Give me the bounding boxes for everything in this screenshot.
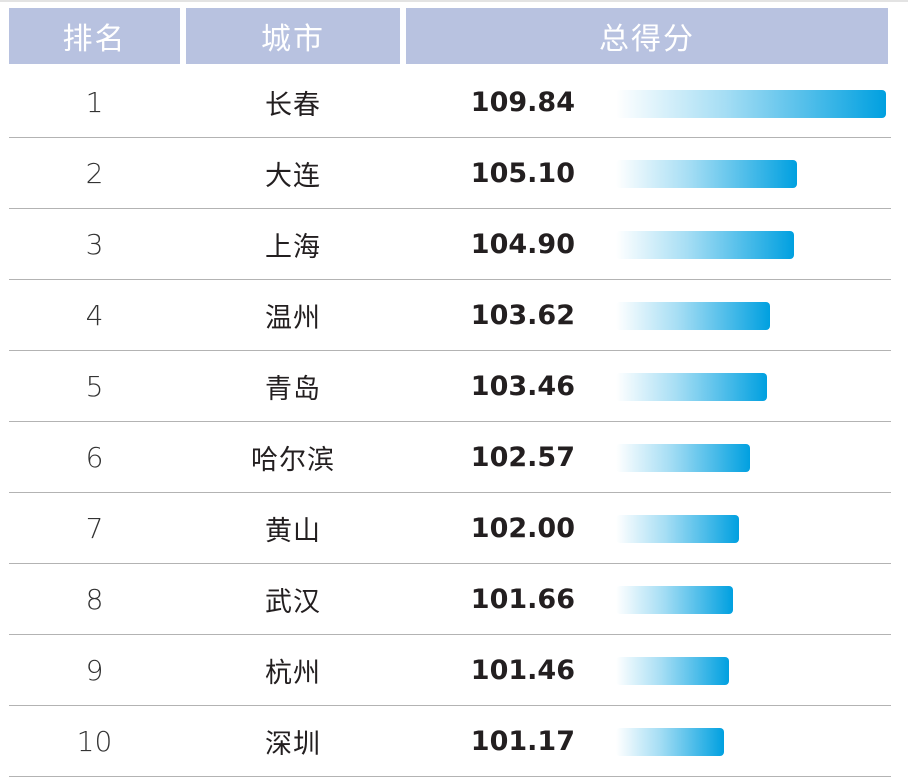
score-bar (616, 728, 724, 756)
table-row: 6 哈尔滨 102.57 (9, 422, 891, 493)
score-label: 103.46 (470, 370, 575, 402)
score-label: 104.90 (470, 228, 575, 260)
city-cell: 杭州 (265, 657, 321, 689)
score-label: 105.10 (470, 157, 575, 189)
city-cell: 哈尔滨 (251, 444, 335, 476)
city-cell: 深圳 (265, 728, 321, 760)
table-header: 排名 城市 总得分 (0, 8, 908, 64)
score-label: 102.00 (470, 512, 575, 544)
table-row: 5 青岛 103.46 (9, 351, 891, 422)
rank-cell: 7 (85, 511, 104, 545)
table-row: 4 温州 103.62 (9, 280, 891, 351)
top-rule (0, 0, 908, 2)
score-bar (616, 302, 770, 330)
header-city: 城市 (186, 8, 400, 64)
score-bar (616, 160, 798, 188)
score-bar (616, 231, 794, 259)
header-score: 总得分 (406, 8, 888, 64)
score-bar (616, 373, 767, 401)
rank-cell: 3 (85, 227, 104, 261)
score-bar (616, 515, 740, 543)
score-label: 101.66 (470, 583, 575, 615)
rank-cell: 5 (85, 369, 104, 403)
table-body: 1 长春 109.84 2 大连 105.10 3 上海 104.90 4 温州 103.62 5 青岛 1… (9, 68, 891, 777)
city-cell: 上海 (265, 231, 321, 263)
header-rank: 排名 (9, 8, 180, 64)
city-cell: 青岛 (265, 373, 321, 405)
table-row: 2 大连 105.10 (9, 138, 891, 209)
table-row: 10 深圳 101.17 (9, 706, 891, 777)
rank-cell: 8 (85, 582, 104, 616)
score-label: 103.62 (470, 299, 575, 331)
rank-cell: 9 (85, 653, 104, 687)
score-label: 109.84 (470, 87, 575, 118)
rank-cell: 1 (85, 86, 104, 119)
score-bar (616, 444, 751, 472)
city-cell: 大连 (265, 160, 321, 192)
score-bar (616, 90, 886, 118)
rank-cell: 4 (85, 298, 104, 332)
city-cell: 黄山 (265, 515, 321, 547)
score-label: 102.57 (470, 441, 575, 473)
table-row: 9 杭州 101.46 (9, 635, 891, 706)
rank-cell: 2 (85, 156, 104, 190)
table-row: 7 黄山 102.00 (9, 493, 891, 564)
score-label: 101.46 (470, 654, 575, 686)
rank-cell: 10 (76, 724, 113, 758)
city-cell: 武汉 (265, 586, 321, 618)
city-cell: 长春 (265, 90, 321, 121)
rank-cell: 6 (85, 440, 104, 474)
table-row: 8 武汉 101.66 (9, 564, 891, 635)
table-row: 3 上海 104.90 (9, 209, 891, 280)
score-bar (616, 586, 733, 614)
score-bar (616, 657, 730, 685)
table-row: 1 长春 109.84 (9, 68, 891, 138)
city-cell: 温州 (265, 302, 321, 334)
score-label: 101.17 (470, 725, 575, 757)
